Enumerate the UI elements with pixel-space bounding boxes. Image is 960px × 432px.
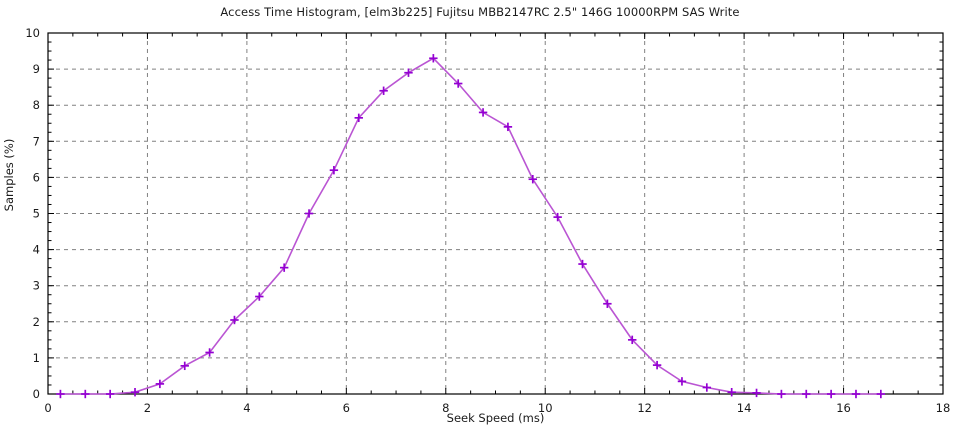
svg-text:5: 5 [33, 207, 40, 221]
x-axis-label: Seek Speed (ms) [446, 411, 545, 425]
svg-text:1: 1 [33, 351, 40, 365]
svg-text:12: 12 [637, 401, 652, 415]
svg-text:18: 18 [936, 401, 951, 415]
svg-text:8: 8 [442, 401, 449, 415]
svg-text:14: 14 [737, 401, 752, 415]
svg-text:6: 6 [33, 170, 40, 184]
gridlines [48, 33, 943, 394]
axis-frame [47, 32, 944, 395]
svg-text:3: 3 [33, 279, 40, 293]
svg-text:0: 0 [44, 401, 51, 415]
svg-text:2: 2 [144, 401, 151, 415]
svg-text:4: 4 [33, 243, 40, 257]
svg-text:6: 6 [343, 401, 350, 415]
svg-text:2: 2 [33, 315, 40, 329]
data-series [56, 54, 886, 399]
svg-text:7: 7 [33, 134, 40, 148]
svg-text:10: 10 [538, 401, 553, 415]
svg-text:8: 8 [33, 98, 40, 112]
svg-text:0: 0 [33, 387, 40, 401]
svg-text:10: 10 [25, 26, 40, 40]
svg-text:16: 16 [836, 401, 851, 415]
svg-text:9: 9 [33, 62, 40, 76]
chart-title: Access Time Histogram, [elm3b225] Fujits… [220, 5, 740, 19]
svg-text:4: 4 [243, 401, 250, 415]
